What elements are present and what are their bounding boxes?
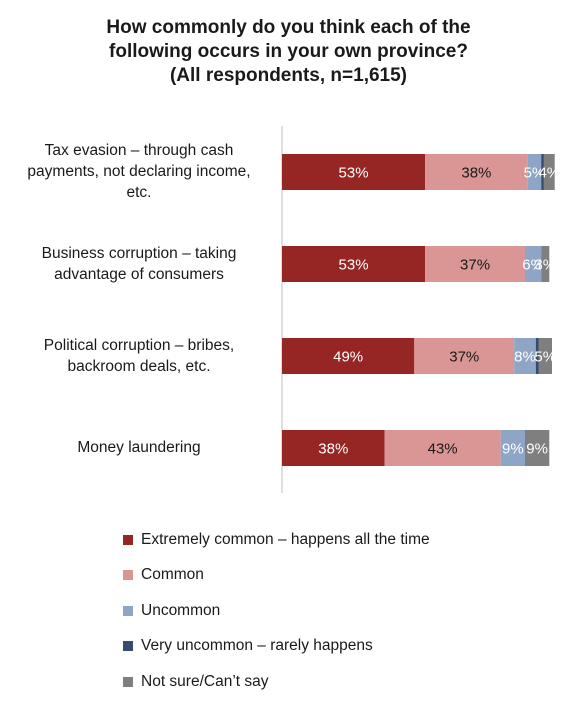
data-label: 5% [524, 165, 546, 182]
legend-item: Not sure/Can’t say [123, 664, 430, 700]
data-label: 4% [538, 165, 560, 182]
category-label-line: Money laundering [77, 439, 201, 456]
data-label: 49% [333, 349, 363, 366]
bar-segment [500, 430, 525, 466]
chart-title-line-1: How commonly do you think each of the [106, 17, 471, 38]
chart-title-line-3: (All respondents, n=1,615) [169, 65, 408, 86]
legend-item: Common [123, 558, 430, 594]
bar-segment [384, 430, 501, 466]
data-label: 6% [522, 257, 544, 274]
bar-segment [525, 246, 542, 282]
bar-segment [543, 154, 555, 190]
data-label: 43% [428, 441, 458, 458]
legend-swatch [123, 676, 133, 687]
legend-swatch [123, 570, 133, 581]
category-label-tax-evasion: Tax evasion – through cash payments, not… [8, 140, 270, 203]
category-label-line: Tax evasion – through cash [44, 142, 234, 159]
category-label-money-laundering: Money laundering [8, 437, 270, 458]
data-label: 53% [339, 165, 369, 182]
bar-segment [282, 430, 385, 466]
chart-title-line-2: following occurs in your own province? [109, 41, 468, 62]
chart-plot: 53% 38% 5%4%53% 37% 6%3%49% 37% 8%5%38% 43% 9% 9% [281, 126, 560, 493]
category-label-line: backroom deals, etc. [67, 358, 211, 375]
bar-segment [282, 246, 426, 282]
category-label-business-corruption: Business corruption – taking advantage o… [8, 243, 270, 285]
legend-label: Very uncommon – rarely happens [141, 637, 373, 655]
category-label-line: Business corruption – taking [41, 245, 237, 262]
chart-legend: Extremely common – happens all the time C… [123, 522, 430, 700]
bar-segment [527, 154, 542, 190]
data-label: 38% [461, 165, 491, 182]
legend-label: Common [141, 566, 204, 584]
legend-label: Not sure/Can’t say [141, 672, 269, 690]
category-label-line: etc. [126, 184, 152, 201]
legend-swatch [123, 641, 133, 652]
data-label: 37% [460, 257, 490, 274]
data-label: 9% [502, 441, 524, 458]
data-label: 38% [318, 441, 348, 458]
bar-segment [282, 154, 426, 190]
data-label: 8% [514, 349, 536, 366]
bar-segment [425, 246, 525, 282]
bar-segment [282, 338, 415, 374]
bar-segment [541, 154, 544, 190]
data-label: 53% [339, 257, 369, 274]
legend-item: Extremely common – happens all the time [123, 522, 430, 558]
legend-swatch [123, 605, 133, 616]
bar-segment [414, 338, 515, 374]
data-label: 9% [526, 441, 548, 458]
legend-label: Uncommon [141, 601, 221, 619]
data-label: 3% [534, 257, 556, 274]
bar-segment [425, 154, 528, 190]
bar-segment [541, 246, 550, 282]
data-label: 37% [449, 349, 479, 366]
bar-segment [535, 338, 539, 374]
data-label: 5% [534, 349, 556, 366]
legend-item: Very uncommon – rarely happens [123, 629, 430, 665]
category-label-line: Political corruption – bribes, [43, 337, 235, 354]
legend-swatch [123, 534, 133, 545]
bar-segment [514, 338, 536, 374]
bar-segment [538, 338, 552, 374]
legend-item: Uncommon [123, 593, 430, 629]
chart-title: How commonly do you think each of the fo… [0, 16, 577, 88]
category-label-line: advantage of consumers [54, 266, 224, 283]
category-label-line: payments, not declaring income, [27, 163, 251, 180]
legend-label: Extremely common – happens all the time [141, 530, 430, 548]
category-label-political-corruption: Political corruption – bribes, backroom … [8, 335, 270, 377]
bar-segment [525, 430, 550, 466]
